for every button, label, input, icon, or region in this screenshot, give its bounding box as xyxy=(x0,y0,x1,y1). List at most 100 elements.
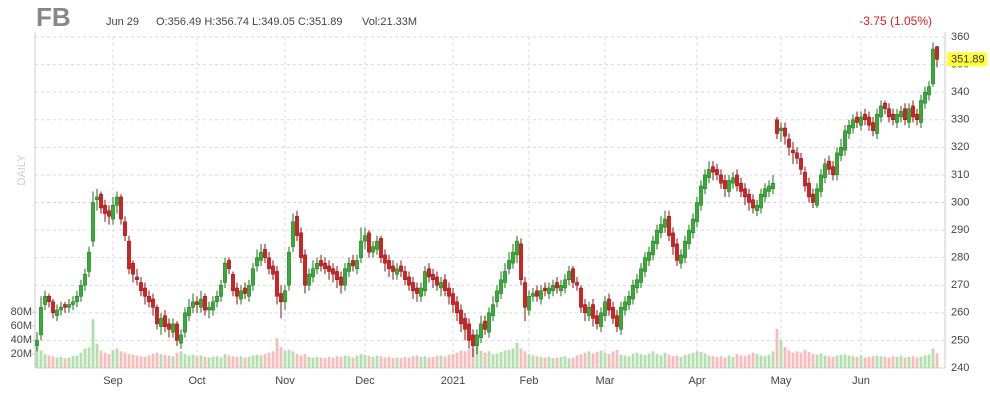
candle-body xyxy=(711,166,715,173)
candle-body xyxy=(843,130,847,151)
candle-body xyxy=(91,202,95,242)
candle-body xyxy=(915,113,919,120)
candle-body xyxy=(267,257,271,269)
volume-bar xyxy=(499,351,503,368)
candle-body xyxy=(935,46,939,60)
volume-bar xyxy=(739,355,743,368)
price-label: 351.89 xyxy=(951,53,985,65)
candle-body xyxy=(507,260,511,269)
candle-body xyxy=(651,240,655,256)
candle-body xyxy=(71,301,75,305)
candle-body xyxy=(271,265,275,275)
volume-bar xyxy=(519,348,523,368)
candle-body xyxy=(867,116,871,126)
y2-tick-label: 60M xyxy=(11,320,32,332)
volume-bar xyxy=(227,355,231,368)
volume-bar xyxy=(523,351,527,368)
volume-bar xyxy=(135,355,139,368)
volume-bar xyxy=(715,356,719,368)
volume-bar xyxy=(879,356,883,368)
candle-body xyxy=(847,125,851,134)
volume-bar xyxy=(235,356,239,368)
candle-body xyxy=(227,260,231,269)
volume-bar xyxy=(827,356,831,368)
candle-body xyxy=(779,127,783,132)
volume-bar xyxy=(527,354,531,368)
volume-bar xyxy=(279,347,283,368)
candle-body xyxy=(103,205,107,214)
volume-bar xyxy=(775,328,779,368)
volume-bar xyxy=(615,349,619,368)
candle-body xyxy=(863,113,867,120)
candle-body xyxy=(667,216,671,236)
volume-bar xyxy=(583,352,587,368)
candle-body xyxy=(223,262,227,283)
volume-bar xyxy=(875,355,879,368)
volume-bar xyxy=(423,356,427,368)
candle-body xyxy=(111,205,115,220)
candle-body xyxy=(727,180,731,192)
candle-body xyxy=(623,301,627,311)
volume-bar xyxy=(887,357,891,368)
x-tick-label: Mar xyxy=(596,375,615,387)
candle-body xyxy=(531,293,535,297)
volume-bar xyxy=(863,357,867,368)
candle-body xyxy=(307,273,311,286)
volume-bar xyxy=(295,354,299,368)
volume-bar xyxy=(415,355,419,368)
volume-bar xyxy=(335,356,339,368)
volume-bar xyxy=(419,356,423,368)
volume-bar xyxy=(547,356,551,368)
candle-body xyxy=(175,323,179,341)
candle-body xyxy=(655,229,659,245)
volume-bar xyxy=(179,351,183,368)
x-tick-label: 2021 xyxy=(441,375,465,387)
volume-bar xyxy=(567,358,571,368)
candle-body xyxy=(475,334,479,347)
candle-body xyxy=(815,188,819,206)
volume-bar xyxy=(819,353,823,368)
candle-body xyxy=(63,304,67,308)
candle-body xyxy=(647,251,651,261)
volume-bar xyxy=(891,356,895,368)
volume-bar xyxy=(231,356,235,368)
y-tick-label: 330 xyxy=(951,114,969,126)
candle-body xyxy=(95,196,99,200)
volume-bar xyxy=(319,357,323,368)
volume-bar xyxy=(747,354,751,368)
volume-bar xyxy=(851,356,855,368)
candle-body xyxy=(879,105,883,118)
candle-body xyxy=(747,193,751,203)
volume-bar xyxy=(435,356,439,368)
volume-bar xyxy=(895,356,899,368)
volume-bar xyxy=(571,357,575,368)
volume-bar xyxy=(831,356,835,368)
candle-body xyxy=(279,293,283,303)
x-tick-label: May xyxy=(771,375,792,387)
candle-body xyxy=(83,273,87,286)
candle-body xyxy=(399,265,403,272)
candle-body xyxy=(795,152,799,159)
volume-bar xyxy=(751,352,755,368)
candle-body xyxy=(631,285,635,300)
volume-bar xyxy=(155,352,159,368)
volume-bar xyxy=(475,347,479,368)
candle-body xyxy=(123,221,127,236)
volume-bar xyxy=(467,349,471,368)
candle-body xyxy=(287,251,291,286)
candle-body xyxy=(583,304,587,314)
volume-bar xyxy=(683,354,687,368)
candle-body xyxy=(611,307,615,319)
candle-body xyxy=(463,318,467,330)
volume-bar xyxy=(651,351,655,368)
candle-body xyxy=(607,298,611,311)
x-tick-label: Feb xyxy=(520,375,539,387)
candle-body xyxy=(719,174,723,184)
candle-body xyxy=(151,298,155,308)
volume-bar xyxy=(867,356,871,368)
volume-bar xyxy=(259,355,263,368)
volume-bar xyxy=(223,354,227,368)
volume-bar xyxy=(607,354,611,368)
candle-body xyxy=(467,323,471,341)
volume-bar xyxy=(91,319,95,368)
